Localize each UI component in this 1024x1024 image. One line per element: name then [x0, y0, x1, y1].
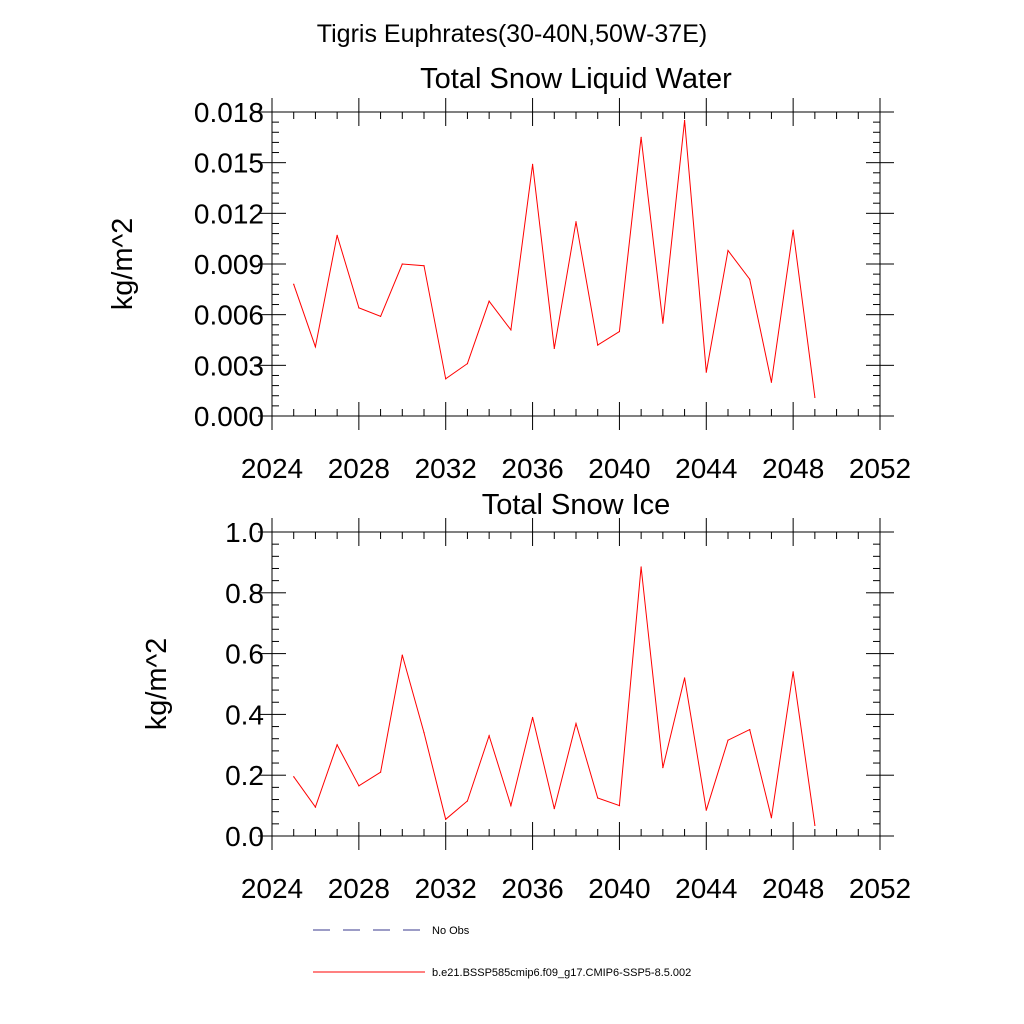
data-point	[314, 806, 317, 808]
panel-title: Total Snow Liquid Water	[420, 63, 732, 95]
data-point	[792, 229, 794, 231]
x-tick-label: 2024	[241, 873, 303, 904]
data-point	[445, 378, 447, 380]
y-tick-label: 0.012	[194, 198, 264, 229]
plot-area: 2024 2028 2032 2036 2040 2044 2048 2052 0.000 0.0…	[194, 97, 911, 484]
data-point	[488, 300, 490, 302]
data-point	[575, 722, 577, 725]
y-tick-label: 0.0	[225, 821, 264, 852]
data-point	[423, 732, 425, 734]
data-point	[640, 566, 642, 568]
data-point	[488, 735, 490, 737]
series-line	[293, 566, 816, 826]
data-point	[553, 347, 555, 350]
panel-snow-liquid-water: Total Snow Liquid Water kg/m^2 2024 2028 2…	[107, 63, 911, 484]
data-point	[618, 330, 621, 333]
x-tick-label: 2036	[501, 873, 563, 904]
y-tick-label: 0.006	[194, 300, 264, 331]
plot-area: 2024 2028 2032 2036 2040 2044 2048 2052 0.0 0.2 0.…	[225, 517, 911, 904]
data-point	[597, 344, 599, 346]
x-tick-label: 2028	[328, 873, 390, 904]
panel-snow-ice: Total Snow Ice kg/m^2 2024 2028 2032 2036 20…	[141, 489, 911, 904]
data-point	[531, 716, 534, 719]
data-point	[401, 654, 403, 656]
data-point	[379, 771, 382, 773]
legend: No Obs b.e21.BSSP585cmip6.f09_g17.CMIP6-…	[313, 925, 691, 979]
data-point	[293, 776, 295, 778]
data-point	[358, 307, 360, 309]
data-point	[531, 163, 534, 165]
y-axis-label: kg/m^2	[107, 218, 139, 311]
legend-label-model: b.e21.BSSP585cmip6.f09_g17.CMIP6-SSP5-8.…	[432, 967, 691, 979]
x-tick-label: 2048	[762, 453, 824, 484]
axes-frame	[271, 111, 881, 417]
data-point	[727, 739, 729, 741]
y-tick-label: 0.6	[225, 639, 264, 670]
legend-label-no-obs: No Obs	[432, 925, 470, 937]
data-point	[814, 396, 816, 399]
x-tick-label: 2052	[849, 873, 911, 904]
data-point	[510, 805, 512, 807]
data-point	[705, 809, 707, 811]
x-tick-label: 2036	[501, 453, 563, 484]
y-tick-label: 0.4	[225, 699, 264, 730]
series-line	[293, 120, 816, 398]
data-point	[640, 136, 642, 138]
data-point	[358, 785, 360, 787]
data-point	[445, 818, 447, 820]
x-tick-label: 2044	[675, 453, 737, 484]
x-tick-label: 2052	[849, 453, 911, 484]
y-tick-label: 0.000	[194, 401, 264, 432]
x-tick-label: 2048	[762, 873, 824, 904]
data-point	[423, 265, 425, 267]
data-point	[683, 677, 686, 679]
data-point	[466, 363, 469, 365]
y-tick-label: 0.8	[225, 578, 264, 609]
data-point	[575, 221, 577, 223]
data-point	[379, 315, 382, 317]
data-point	[727, 249, 729, 252]
data-point	[510, 329, 512, 331]
x-tick-label: 2040	[588, 453, 650, 484]
data-point	[597, 797, 599, 799]
data-point	[792, 671, 794, 673]
y-tick-label: 0.2	[225, 760, 264, 791]
data-point	[336, 744, 338, 746]
data-point	[749, 278, 751, 280]
figure-suptitle: Tigris Euphrates(30-40N,50W-37E)	[317, 20, 707, 48]
data-point	[814, 824, 816, 826]
data-point	[749, 729, 751, 731]
y-tick-label: 0.015	[194, 148, 264, 179]
y-tick-label: 0.003	[194, 350, 264, 381]
data-point	[336, 234, 338, 236]
x-tick-label: 2028	[328, 453, 390, 484]
axes-frame	[271, 531, 881, 837]
data-point	[401, 263, 403, 265]
data-point	[705, 371, 707, 373]
y-tick-label: 0.009	[194, 249, 264, 280]
y-axis-label: kg/m^2	[141, 638, 173, 731]
x-tick-label: 2040	[588, 873, 650, 904]
panel-title: Total Snow Ice	[482, 489, 671, 521]
y-tick-label: 1.0	[225, 517, 264, 548]
x-tick-label: 2032	[415, 873, 477, 904]
data-point	[770, 817, 773, 819]
y-tick-label: 0.018	[194, 97, 264, 128]
data-point	[293, 283, 295, 285]
data-point	[662, 322, 664, 324]
x-tick-label: 2032	[415, 453, 477, 484]
data-point	[683, 119, 686, 122]
data-point	[662, 767, 664, 769]
data-point	[770, 381, 773, 383]
data-point	[553, 808, 555, 810]
data-point	[314, 346, 317, 348]
x-tick-label: 2044	[675, 873, 737, 904]
data-point	[466, 800, 469, 802]
data-point	[618, 805, 621, 807]
x-tick-label: 2024	[241, 453, 303, 484]
